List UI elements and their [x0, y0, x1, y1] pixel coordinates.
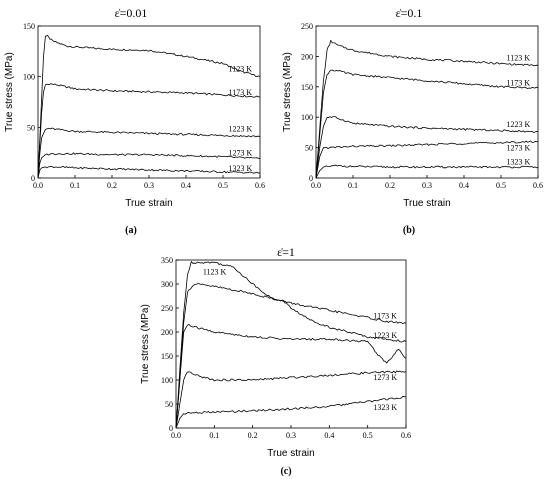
- y-tick-label: 100: [301, 113, 313, 122]
- panel-a-title: ε̇=0.01: [115, 6, 148, 20]
- x-tick-label: 0.1: [209, 431, 219, 440]
- y-tick-label: 300: [161, 280, 173, 289]
- series-line-1173-k: [175, 283, 407, 429]
- x-tick-label: 0.1: [70, 181, 80, 190]
- panel-c-xlabel: True strain: [267, 448, 314, 459]
- series-line-1173-k: [315, 69, 539, 179]
- y-tick-label: 150: [23, 22, 35, 31]
- y-tick-label: 100: [23, 73, 35, 82]
- x-tick-label: 0.2: [248, 431, 258, 440]
- series-annotation: 1123 K: [229, 65, 253, 74]
- series-line-1323-k: [175, 395, 407, 429]
- series-line-1323-k: [315, 164, 539, 179]
- panel-b-ylabel: True stress (MPa): [282, 52, 293, 132]
- x-tick-label: 0.5: [363, 431, 373, 440]
- x-tick-label: 0.1: [348, 181, 358, 190]
- panel-c-title: ε̇=1: [277, 245, 295, 259]
- y-tick-label: 50: [165, 400, 173, 409]
- series-line-1223-k: [315, 116, 539, 179]
- series-line-1273-k: [37, 152, 261, 179]
- x-tick-label: 0.6: [401, 431, 411, 440]
- y-tick-label: 0: [169, 424, 173, 433]
- series-line-1273-k: [315, 140, 539, 179]
- series-annotation: 1273 K: [373, 373, 397, 382]
- series-annotation: 1173 K: [229, 88, 253, 97]
- y-tick-label: 100: [161, 376, 173, 385]
- y-tick-label: 150: [301, 83, 313, 92]
- panel-c-ylabel: True stress (MPa): [140, 304, 151, 384]
- series-line-1273-k: [175, 370, 407, 429]
- y-tick-label: 200: [161, 328, 173, 337]
- y-tick-label: 50: [27, 123, 35, 132]
- x-tick-label: 0.4: [181, 181, 191, 190]
- series-annotation: 1123 K: [203, 267, 227, 276]
- panel-b-xlabel: True strain: [403, 198, 450, 209]
- x-tick-label: 0.3: [286, 431, 296, 440]
- x-tick-label: 0.2: [385, 181, 395, 190]
- x-tick-label: 0.3: [422, 181, 432, 190]
- y-tick-label: 150: [161, 352, 173, 361]
- x-tick-label: 0.4: [324, 431, 334, 440]
- series-annotation: 1223 K: [229, 124, 253, 133]
- x-tick-label: 0.2: [107, 181, 117, 190]
- y-tick-label: 200: [301, 52, 313, 61]
- panel-a-label: (a): [125, 225, 137, 236]
- plot-frame: [315, 25, 539, 179]
- series-annotation: 1223 K: [507, 120, 531, 129]
- x-tick-label: 0.6: [533, 181, 543, 190]
- y-tick-label: 50: [305, 144, 313, 153]
- series-annotation: 1123 K: [507, 54, 531, 63]
- series-annotation: 1223 K: [373, 331, 397, 340]
- panel-a-xlabel: True strain: [125, 198, 172, 209]
- series-line-1223-k: [175, 324, 407, 429]
- series-annotation: 1273 K: [229, 149, 253, 158]
- x-tick-label: 0.3: [144, 181, 154, 190]
- x-tick-label: 0.0: [311, 181, 321, 190]
- panel-b-label: (b): [403, 225, 415, 236]
- y-tick-label: 0: [31, 174, 35, 183]
- plot-frame: [37, 25, 261, 179]
- panel-a-ylabel: True stress (MPa): [4, 52, 15, 132]
- series-line-1123-k: [37, 34, 261, 179]
- series-annotation: 1323 K: [507, 158, 531, 167]
- panel-b-title: ε̇=0.1: [396, 6, 423, 20]
- x-tick-label: 0.5: [496, 181, 506, 190]
- panel-c-label: (c): [280, 466, 291, 477]
- series-line-1173-k: [37, 83, 260, 179]
- y-tick-label: 250: [301, 22, 313, 31]
- panel-b-plot: 0.0 0.1 0.2 0.3 0.4 0.5 0.6 0 50 100 150 200 250 1123…: [301, 22, 543, 190]
- series-annotation: 1323 K: [373, 403, 397, 412]
- plot-frame: [175, 259, 407, 429]
- series-line-1323-k: [37, 166, 261, 179]
- panel-b: ε̇=0.1 True stress (MPa) True strain (b)…: [282, 6, 543, 236]
- x-tick-label: 0.6: [255, 181, 265, 190]
- y-tick-label: 0: [309, 174, 313, 183]
- y-tick-label: 250: [161, 304, 173, 313]
- panel-a-plot: 0.0 0.1 0.2 0.3 0.4 0.5 0.6 0 50 100 150 1123 K 1173…: [23, 22, 265, 190]
- series-annotation: 1323 K: [229, 164, 253, 173]
- series-annotation: 1173 K: [507, 79, 531, 88]
- panel-c-plot: 0.0 0.1 0.2 0.3 0.4 0.5 0.6 0 50 100 150 200 250 300 3…: [161, 256, 411, 440]
- x-tick-label: 0.0: [33, 181, 43, 190]
- panel-a: ε̇=0.01 True stress (MPa) True strain (a…: [4, 6, 265, 236]
- y-tick-label: 350: [161, 256, 173, 265]
- x-tick-label: 0.5: [218, 181, 228, 190]
- panel-c: ε̇=1 True stress (MPa) True strain (c) 0…: [140, 245, 411, 477]
- series-line-1123-k: [175, 261, 407, 429]
- x-tick-label: 0.4: [459, 181, 469, 190]
- series-annotation: 1173 K: [373, 312, 397, 321]
- series-line-1223-k: [37, 127, 261, 179]
- x-tick-label: 0.0: [171, 431, 181, 440]
- series-line-1123-k: [315, 40, 539, 179]
- series-annotation: 1273 K: [507, 144, 531, 153]
